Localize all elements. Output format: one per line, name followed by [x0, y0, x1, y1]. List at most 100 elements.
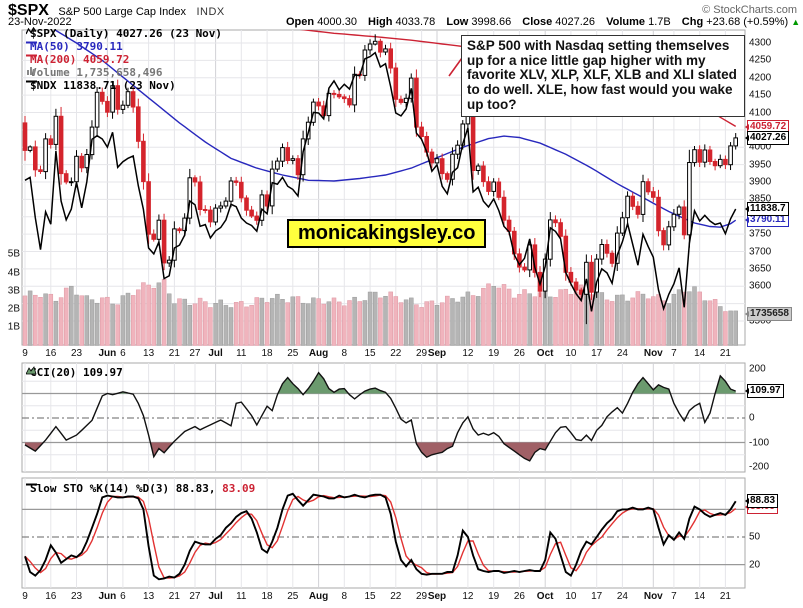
price-callout-88.83[interactable]: 88.83: [747, 494, 779, 509]
date-axis-tick: 17: [591, 591, 603, 602]
date-axis-tick: 10: [565, 591, 577, 602]
date-axis-tick: 15: [364, 348, 376, 359]
date-axis-tick: 26: [513, 348, 525, 359]
date-axis-tick: 18: [261, 348, 273, 359]
legend-sto[interactable]: Slow STO %K(14) %D(3) 88.83, 83.09: [26, 482, 255, 495]
price-axis-tick: 4000: [749, 141, 772, 153]
date-axis-tick: 9: [22, 348, 28, 359]
chg-label: Chg: [681, 16, 704, 28]
annotation-pointer-line: [448, 57, 463, 77]
legend-ma200-label: MA(200) 4059.72: [30, 53, 130, 66]
price-axis-tick: 3500: [749, 315, 772, 327]
date-axis-tick: 24: [616, 591, 628, 602]
date-axis-tick: 6: [120, 591, 126, 602]
date-axis-tick: 29: [415, 591, 428, 602]
date-axis-tick: 11: [236, 591, 247, 602]
legend-ndx[interactable]: $NDX 11838.71 (23 Nov): [26, 79, 176, 92]
date-axis-tick: 19: [488, 591, 500, 602]
cci-axis-tick: -100: [749, 437, 770, 448]
date-axis-tick: 10: [565, 348, 577, 359]
chart-date: 23-Nov-2022: [8, 16, 72, 28]
high-value: 4033.78: [395, 16, 436, 28]
price-axis-tick: 3650: [749, 263, 772, 275]
ma50-line: [53, 30, 737, 228]
legend-ma200[interactable]: MA(200) 4059.72: [26, 53, 129, 66]
date-axis-tick: 21: [719, 348, 731, 359]
price-axis-tick: 4200: [749, 72, 772, 84]
volume-axis-tick: 5B: [7, 248, 20, 260]
sto-axis-tick: 20: [749, 559, 761, 571]
open-value: 4000.30: [317, 16, 357, 28]
price-callout-1735658[interactable]: 1735658: [747, 306, 792, 321]
price-axis-tick: 4100: [749, 107, 772, 118]
date-axis-tick: Jul: [208, 591, 223, 602]
ticker-symbol[interactable]: $SPX: [8, 2, 49, 19]
date-axis-tick: 14: [694, 348, 706, 359]
site-watermark[interactable]: monicakingsley.co: [287, 219, 487, 248]
date-axis-tick: Oct: [536, 591, 554, 602]
date-axis-tick: 21: [168, 591, 180, 602]
price-callout-109.97[interactable]: 109.97: [747, 384, 784, 399]
volume-value: 1.7B: [648, 16, 671, 28]
cci-axis-tick: -200: [749, 461, 770, 473]
price-axis-tick: 3850: [749, 193, 772, 205]
date-axis-tick: 13: [143, 348, 155, 359]
price-axis-tick: 3900: [749, 176, 772, 188]
legend-ma50-label: MA(50) 3790.11: [30, 40, 123, 53]
legend-volume-label: Volume 1,735,658,496: [30, 66, 163, 79]
legend-ma50[interactable]: MA(50) 3790.11: [26, 40, 123, 53]
price-callout-11838.7[interactable]: 11838.7: [747, 202, 789, 216]
date-axis-tick: 14: [694, 591, 706, 602]
ohlc-stats-row: Open 4000.30 High 4033.78 Low 3998.66 Cl…: [278, 16, 800, 28]
chg-value: +23.68 (+0.59%): [706, 16, 789, 28]
date-axis-tick: 18: [261, 591, 273, 602]
legend-spx-label: $SPX (Daily) 4027.26 (23 Nov): [30, 27, 223, 40]
low-value: 3998.66: [471, 16, 512, 28]
close-value: 4027.26: [555, 16, 596, 28]
date-axis-tick: 7: [671, 348, 677, 359]
price-axis-tick: 3950: [749, 159, 772, 171]
price-axis-tick: 4250: [749, 54, 772, 66]
date-axis-tick: 29: [415, 348, 428, 359]
date-axis-tick: 27: [189, 591, 201, 602]
legend-cci-label: CCI(20) 109.97: [30, 366, 123, 379]
close-label: Close: [522, 16, 553, 28]
price-axis-tick: 4150: [749, 89, 772, 101]
ndx-overlay-line: [24, 51, 737, 312]
date-axis-tick: Sep: [427, 591, 447, 602]
date-axis-tick: 21: [719, 591, 731, 602]
index-name: S&P 500 Large Cap Index: [58, 6, 186, 18]
volume-axis-tick: 1B: [7, 321, 20, 333]
legend-sto-prefix: Slow STO %K(14) %D(3): [30, 482, 170, 495]
date-axis-tick: Oct: [536, 348, 554, 359]
legend-sto-k-value: 88.83,: [175, 482, 216, 495]
legend-cci[interactable]: CCI(20) 109.97: [26, 366, 123, 379]
price-callout-4027.26[interactable]: 4027.26: [747, 130, 790, 145]
date-axis-tick: 26: [513, 591, 525, 602]
price-axis-tick: 3700: [749, 246, 772, 257]
date-axis-tick: Nov: [643, 348, 663, 359]
cci-axis-tick: 0: [749, 412, 755, 424]
date-axis-tick: 19: [488, 348, 500, 359]
price-axis-tick: 3600: [749, 280, 772, 292]
date-axis-tick: 9: [22, 591, 28, 602]
analyst-annotation-note[interactable]: S&P 500 with Nasdaq setting themselves u…: [461, 35, 745, 117]
date-axis-tick: 23: [70, 591, 83, 602]
high-label: High: [368, 16, 393, 28]
legend-volume[interactable]: Volume 1,735,658,496: [26, 66, 162, 79]
date-axis-tick: 7: [671, 591, 677, 602]
open-label: Open: [286, 16, 315, 28]
exchange-label: INDX: [196, 6, 225, 18]
chg-up-arrow-icon: ▲: [791, 17, 801, 27]
legend-spx[interactable]: $SPX (Daily) 4027.26 (23 Nov): [26, 27, 222, 40]
date-axis-tick: 25: [287, 348, 299, 359]
date-axis-tick: 12: [462, 348, 474, 359]
date-axis-tick: 22: [390, 591, 402, 602]
date-axis-tick: 15: [364, 591, 376, 602]
date-axis-tick: 12: [462, 591, 474, 602]
date-axis-tick: 24: [616, 348, 628, 359]
stockcharts-copyright[interactable]: © StockCharts.com: [702, 4, 797, 16]
date-axis-tick: 8: [341, 591, 348, 602]
